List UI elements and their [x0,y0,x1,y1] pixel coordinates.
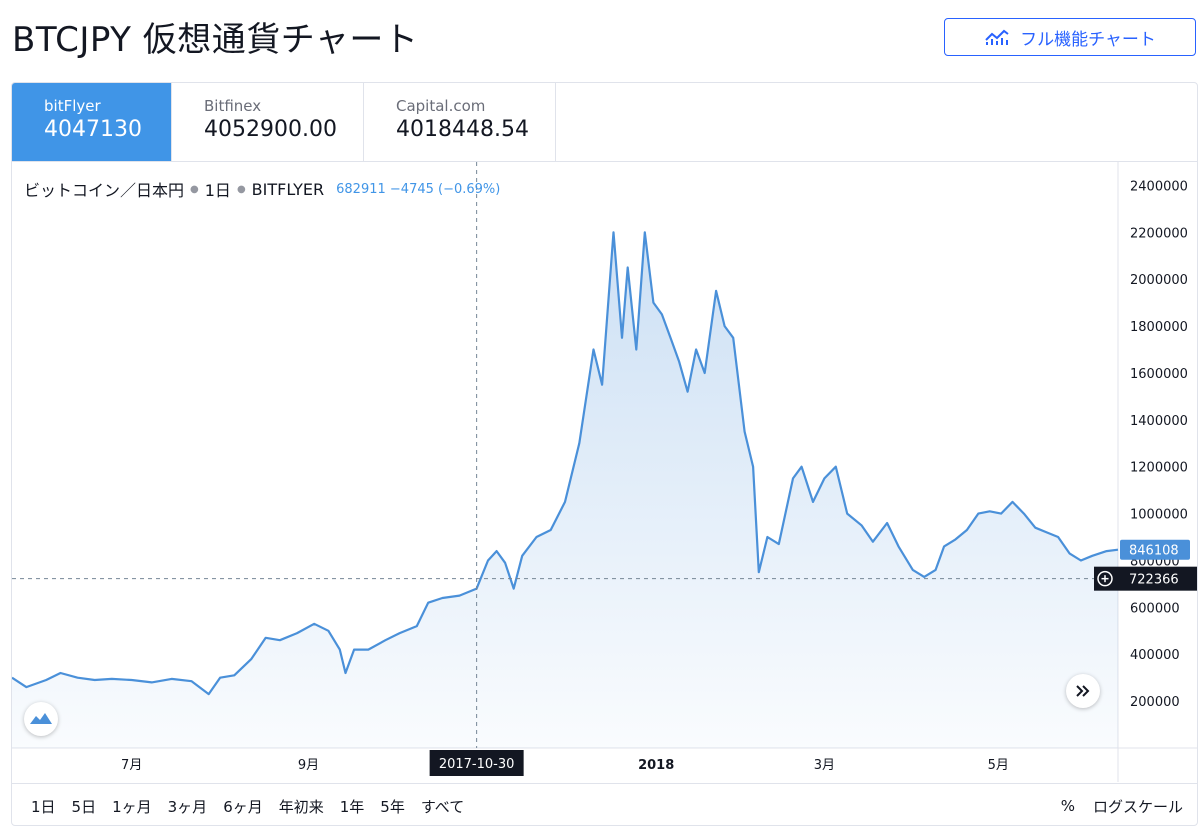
y-tick-label: 2000000 [1130,273,1188,288]
percent-scale-toggle[interactable]: % [1060,797,1075,815]
range-button-3m[interactable]: 3ヶ月 [167,797,208,816]
y-tick-label: 400000 [1130,648,1180,663]
add-alert-icon [1097,570,1113,587]
legend-exchange: BITFLYER [251,179,325,199]
x-tick-label: 2018 [638,758,674,773]
y-tick-label: 1000000 [1130,508,1188,523]
exchange-name: Capital.com [396,97,486,115]
crosshair-price-marker [1094,566,1197,591]
crosshair-date-marker [429,750,524,776]
exchange-price: 4052900.00 [204,117,337,142]
last-price-marker [1120,539,1190,560]
legend-values: 682911 −4745 (−0.69%) [336,181,501,197]
y-tick-label: 1600000 [1130,367,1188,382]
x-tick-label: 3月 [814,758,835,773]
exchange-tabs: bitFlyer 4047130 Bitfinex 4052900.00 Cap… [12,83,556,161]
chart-widget: bitFlyer 4047130 Bitfinex 4052900.00 Cap… [11,82,1198,826]
tab-capital-com[interactable]: Capital.com 4018448.54 [364,83,556,161]
y-tick-label: 2400000 [1130,179,1188,194]
legend-symbol: ビットコイン／日本円 [24,181,185,200]
full-chart-button-label: フル機能チャート [1020,29,1156,50]
x-tick-label: 5月 [988,758,1009,773]
range-button-5y[interactable]: 5年 [380,797,405,816]
y-tick-label: 200000 [1130,695,1180,710]
tradingview-logo-button[interactable] [24,702,58,736]
y-tick-label: 1200000 [1130,461,1188,476]
log-scale-toggle[interactable]: ログスケール [1092,797,1183,816]
legend-separator: ● [236,183,246,195]
x-tick-label: 9月 [298,758,319,773]
price-area-fill [12,232,1118,749]
legend-separator: ● [190,183,199,195]
bottom-toolbar: 1日 5日 1ヶ月 3ヶ月 6ヶ月 年初来 1年 5年 すべて % ログスケール [12,783,1197,825]
range-button-all[interactable]: すべて [420,797,465,816]
range-button-6m[interactable]: 6ヶ月 [223,797,263,816]
range-button-ytd[interactable]: 年初来 [278,797,324,816]
page-title: BTCJPY 仮想通貨チャート [12,20,419,60]
exchange-name: Bitfinex [204,97,262,115]
price-line [12,231,1119,696]
tab-bitfinex[interactable]: Bitfinex 4052900.00 [172,83,364,161]
exchange-price: 4047130 [44,117,142,142]
cloud-logo-icon [29,710,53,729]
last-price-label: 846108 [1129,544,1179,559]
crosshair-date-label: 2017-10-30 [439,757,515,772]
tabs-divider [12,161,1197,162]
exchange-name: bitFlyer [44,97,101,115]
range-button-1m[interactable]: 1ヶ月 [112,797,152,816]
range-button-5d[interactable]: 5日 [71,797,97,816]
range-button-1d[interactable]: 1日 [31,797,56,816]
exchange-price: 4018448.54 [396,117,529,142]
crosshair-price-label: 722366 [1129,573,1179,588]
range-button-1y[interactable]: 1年 [339,797,365,816]
y-tick-label: 1800000 [1130,320,1188,335]
full-chart-button[interactable]: フル機能チャート [944,18,1196,56]
scale-controls: % ログスケール [1060,784,1183,825]
double-chevron-right-icon [1076,682,1090,701]
chart-line-icon [984,28,1010,46]
scroll-to-realtime-button[interactable] [1066,674,1100,708]
y-tick-label: 600000 [1130,601,1180,616]
legend-interval: 1日 [204,181,231,200]
chart-legend: ビットコイン／日本円 ● 1日 ● BITFLYER 682911 −4745 … [24,177,500,201]
y-tick-label: 1400000 [1130,414,1188,429]
y-tick-label: 2200000 [1130,226,1188,241]
x-tick-label: 7月 [121,758,142,773]
tab-bitflyer[interactable]: bitFlyer 4047130 [12,83,172,161]
